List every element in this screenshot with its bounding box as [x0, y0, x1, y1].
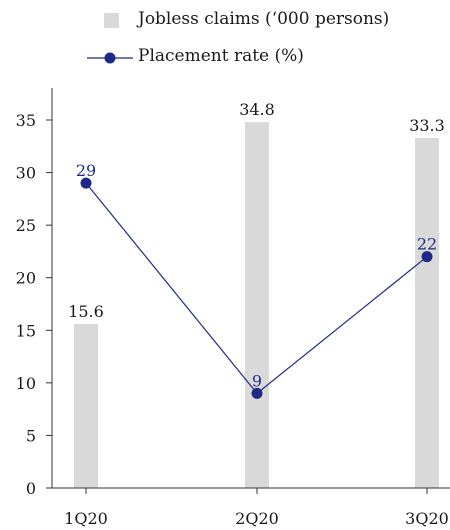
legend-line-swatch: [87, 52, 133, 64]
bar: [245, 122, 269, 489]
y-tick-label: 35: [16, 111, 36, 130]
y-tick-label: 30: [16, 164, 36, 183]
x-tick-label: 1Q20: [64, 509, 108, 528]
y-tick-label: 20: [16, 269, 36, 288]
placement-rate-point: [80, 177, 92, 189]
legend-line-label: Placement rate (%): [138, 46, 304, 66]
placement-rate-label: 9: [252, 371, 262, 390]
bar-value-label: 34.8: [239, 100, 275, 119]
legend-bar-label: Jobless claims (‘000 persons): [138, 9, 390, 29]
legend-bar-swatch: [104, 13, 119, 28]
placement-rate-point: [421, 251, 433, 263]
placement-rate-label: 22: [417, 235, 437, 254]
y-tick-label: 25: [16, 216, 36, 235]
placement-rate-label: 29: [76, 161, 96, 180]
bar-value-label: 15.6: [68, 302, 104, 321]
x-tick-label: 2Q20: [235, 509, 279, 528]
x-tick-label: 3Q20: [405, 509, 449, 528]
bar: [415, 137, 439, 489]
placement-rate-point: [251, 387, 263, 399]
y-tick-label: 15: [16, 321, 36, 340]
bar-value-label: 33.3: [409, 116, 445, 135]
y-tick-label: 10: [16, 374, 36, 393]
bar: [74, 323, 98, 488]
y-tick-label: 0: [26, 479, 36, 498]
y-tick-label: 5: [26, 426, 36, 445]
